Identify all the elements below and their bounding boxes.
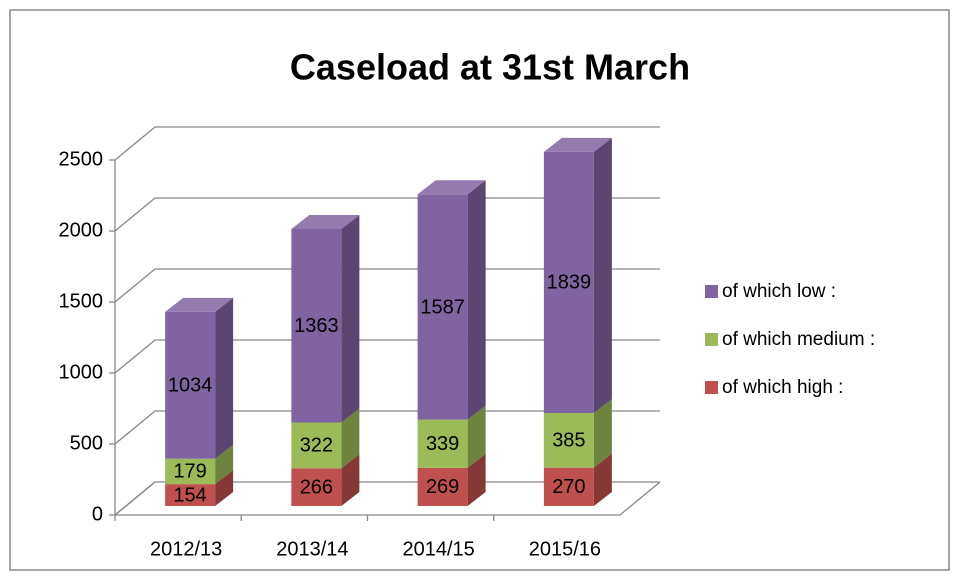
bar xyxy=(291,468,342,506)
x-tick-label: 2013/14 xyxy=(276,538,348,560)
bar-top xyxy=(417,180,486,195)
y-tick-label: 0 xyxy=(92,503,103,525)
chart-title: Caseload at 31st March xyxy=(290,47,690,88)
data-label: 339 xyxy=(426,433,459,455)
bar xyxy=(165,311,216,459)
bar-top xyxy=(291,214,360,229)
data-label: 154 xyxy=(173,484,206,506)
bar xyxy=(543,151,594,413)
legend-label: of which high : xyxy=(722,377,843,398)
bar xyxy=(291,228,342,423)
x-tick-label: 2012/13 xyxy=(150,538,222,560)
y-tick-label: 1500 xyxy=(59,290,104,312)
bar xyxy=(417,194,468,420)
bar-top xyxy=(165,297,234,312)
grid-line xyxy=(114,339,660,374)
legend-swatch xyxy=(705,381,718,394)
data-label: 179 xyxy=(173,461,206,483)
grid-line xyxy=(114,481,660,516)
data-label: 385 xyxy=(552,430,585,452)
data-label: 269 xyxy=(426,476,459,498)
grid-line xyxy=(114,197,660,232)
bar-top xyxy=(543,137,612,152)
bar-side xyxy=(341,214,360,423)
x-tick-label: 2015/16 xyxy=(529,538,601,560)
data-label: 266 xyxy=(300,476,333,498)
data-label: 322 xyxy=(300,435,333,457)
bar-side xyxy=(593,137,612,413)
legend-swatch xyxy=(705,285,718,298)
bar-side xyxy=(341,408,360,469)
data-label: 270 xyxy=(552,476,585,498)
bar xyxy=(543,412,594,468)
bar-side xyxy=(215,444,234,485)
grid-line xyxy=(114,410,660,445)
y-tick-label: 1000 xyxy=(59,361,104,383)
bar xyxy=(417,419,468,468)
grid-line xyxy=(114,126,660,161)
legend-label: of which low : xyxy=(722,281,836,302)
bar xyxy=(165,484,216,506)
bar-side xyxy=(593,453,612,506)
bar-side xyxy=(215,297,234,459)
bar-side xyxy=(467,453,486,506)
grid-line xyxy=(114,268,660,303)
bar-side xyxy=(467,180,486,420)
y-tick-label: 2000 xyxy=(59,219,104,241)
x-tick-label: 2014/15 xyxy=(402,538,474,560)
bar xyxy=(165,458,216,485)
bar xyxy=(543,467,594,506)
bar-side xyxy=(341,454,360,506)
bar xyxy=(291,422,342,469)
data-label: 1363 xyxy=(294,315,339,337)
y-tick-label: 500 xyxy=(70,432,103,454)
y-tick-label: 2500 xyxy=(59,148,104,170)
bar xyxy=(417,467,468,506)
data-label: 1587 xyxy=(420,296,465,318)
legend-swatch xyxy=(705,333,718,346)
data-label: 1034 xyxy=(168,375,213,397)
legend-label: of which medium : xyxy=(722,329,875,350)
bar-side xyxy=(215,470,234,506)
bar-side xyxy=(467,405,486,468)
bar-side xyxy=(593,398,612,468)
data-label: 1839 xyxy=(547,272,592,294)
